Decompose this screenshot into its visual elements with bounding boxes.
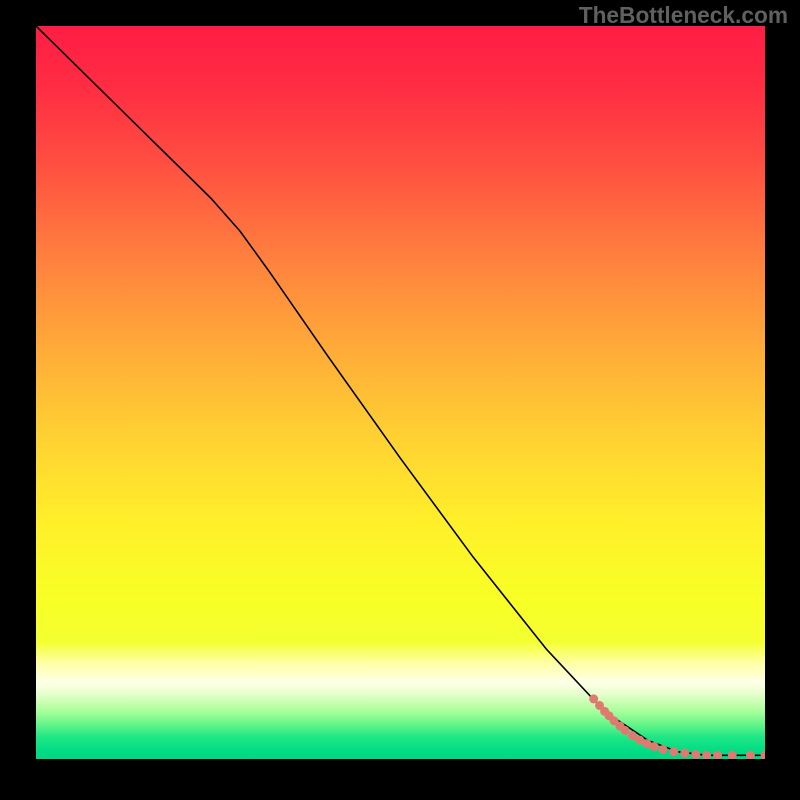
data-marker [650,742,659,751]
chart-frame: TheBottleneck.com [0,0,800,800]
data-marker [658,745,667,754]
data-marker [669,747,678,756]
gradient-background [36,26,765,759]
plot-svg [36,26,765,759]
data-marker [680,749,689,758]
plot-area [36,26,765,759]
data-marker [621,726,630,735]
data-marker [691,750,700,759]
watermark-text: TheBottleneck.com [579,2,788,29]
